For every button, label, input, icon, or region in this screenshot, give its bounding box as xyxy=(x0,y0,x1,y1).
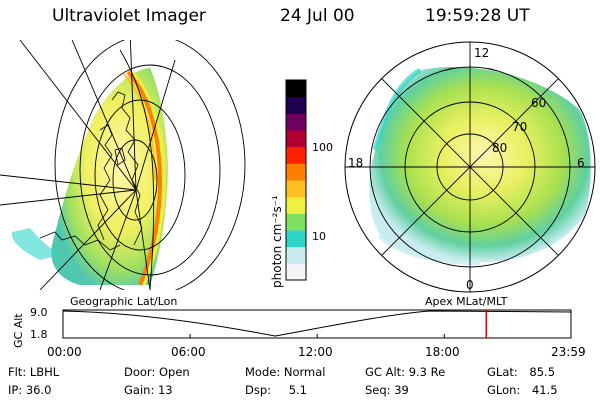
polar-mlt-0: 0 xyxy=(466,278,474,292)
colorbar-band xyxy=(286,96,306,114)
colorbar-band xyxy=(286,213,306,231)
colorbar xyxy=(285,79,307,281)
altitude-plot xyxy=(62,309,572,339)
mode-value: Normal xyxy=(283,365,326,379)
door-value: Open xyxy=(158,365,190,379)
colorbar-band xyxy=(286,230,306,248)
instrument-title: Ultraviolet Imager xyxy=(52,6,206,26)
colorbar-band xyxy=(286,180,306,198)
gain-value: 13 xyxy=(157,383,173,397)
glon-info: GLon: 41.5 xyxy=(487,383,558,397)
colorbar-tick-10: 10 xyxy=(312,230,326,243)
polar-mlt-18: 18 xyxy=(348,156,364,170)
colorbar-unit-label: photon cm⁻²s⁻¹ xyxy=(270,195,284,288)
time-tick-2359: 23:59 xyxy=(551,345,586,359)
filter-value: LBHL xyxy=(29,365,60,379)
gcalt-info: GC Alt: 9.3 Re xyxy=(365,365,446,379)
colorbar-band xyxy=(286,246,306,264)
dsp-value: 5.1 xyxy=(288,383,307,397)
glat-info: GLat: 85.5 xyxy=(487,365,556,379)
polar-lat-70: 70 xyxy=(512,120,528,134)
altitude-axis-label: GC Alt xyxy=(12,313,25,348)
colorbar-band xyxy=(286,163,306,181)
ip-value: 36.0 xyxy=(25,383,52,397)
polar-mlt-12: 12 xyxy=(474,46,490,60)
ip-info: IP: 36.0 xyxy=(8,383,52,397)
time-tick-1800: 18:00 xyxy=(425,345,460,359)
image-date: 24 Jul 00 xyxy=(280,6,355,26)
colorbar-band xyxy=(286,80,306,98)
dsp-info: Dsp: 5.1 xyxy=(245,383,307,397)
colorbar-band xyxy=(286,196,306,214)
seq-value: 39 xyxy=(394,383,409,397)
seq-info: Seq: 39 xyxy=(365,383,409,397)
colorbar-band xyxy=(286,130,306,148)
time-tick-1200: 12:00 xyxy=(298,345,333,359)
mode-info: Mode: Normal xyxy=(245,365,326,379)
polar-lat-80: 80 xyxy=(492,141,508,155)
glat-value: 85.5 xyxy=(529,365,556,379)
time-tick-0600: 06:00 xyxy=(171,345,206,359)
polar-map xyxy=(344,41,596,293)
geographic-map-label: Geographic Lat/Lon xyxy=(70,295,178,308)
colorbar-band xyxy=(286,146,306,164)
gcalt-value: 9.3 Re xyxy=(408,365,446,379)
colorbar-band xyxy=(286,113,306,131)
altitude-ytick-max: 9.0 xyxy=(30,306,48,319)
polar-lat-60: 60 xyxy=(531,96,547,110)
filter-info: Flt: LBHL xyxy=(8,365,60,379)
altitude-ytick-min: 1.8 xyxy=(30,328,48,341)
glon-value: 41.5 xyxy=(531,383,558,397)
time-tick-0000: 00:00 xyxy=(47,345,82,359)
colorbar-tick-100: 100 xyxy=(312,141,333,154)
colorbar-band xyxy=(286,263,306,281)
door-info: Door: Open xyxy=(124,365,190,379)
polar-map-label: Apex MLat/MLT xyxy=(425,295,508,308)
gain-info: Gain: 13 xyxy=(124,383,173,397)
geographic-auroral-image xyxy=(0,40,246,290)
image-time: 19:59:28 UT xyxy=(425,6,530,26)
polar-mlt-6: 6 xyxy=(577,156,585,170)
